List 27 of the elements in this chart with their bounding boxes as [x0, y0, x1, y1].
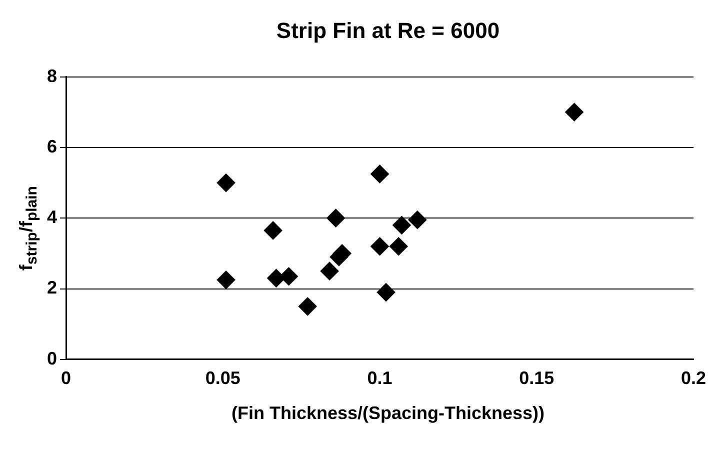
point	[264, 221, 282, 240]
x-tick-label: 0.15	[519, 368, 554, 388]
point	[298, 297, 317, 316]
point	[370, 164, 389, 183]
y-tick-label: 0	[46, 348, 58, 368]
x-tick-label: 0.05	[205, 368, 240, 388]
y-tick-label: 2	[46, 278, 58, 298]
x-tick-label: 0	[61, 368, 72, 388]
point	[370, 237, 389, 256]
point	[280, 267, 298, 286]
chart-title: Strip Fin at Re = 6000	[275, 18, 501, 44]
point	[408, 210, 426, 229]
x-axis-title: (Fin Thickness/(Spacing-Thickness))	[230, 403, 546, 424]
y-tick-label: 8	[46, 66, 58, 86]
point	[390, 237, 408, 256]
x-tick-label: 0.1	[367, 368, 392, 388]
point	[267, 269, 286, 288]
point	[377, 283, 396, 302]
point	[320, 262, 339, 280]
x-tick-label: 0.2	[680, 368, 706, 388]
point	[326, 209, 345, 228]
point	[565, 103, 584, 122]
y-tick-label: 4	[46, 207, 58, 228]
point	[217, 174, 236, 192]
y-tick-label: 6	[46, 136, 58, 156]
point	[217, 270, 236, 289]
point	[392, 216, 411, 234]
